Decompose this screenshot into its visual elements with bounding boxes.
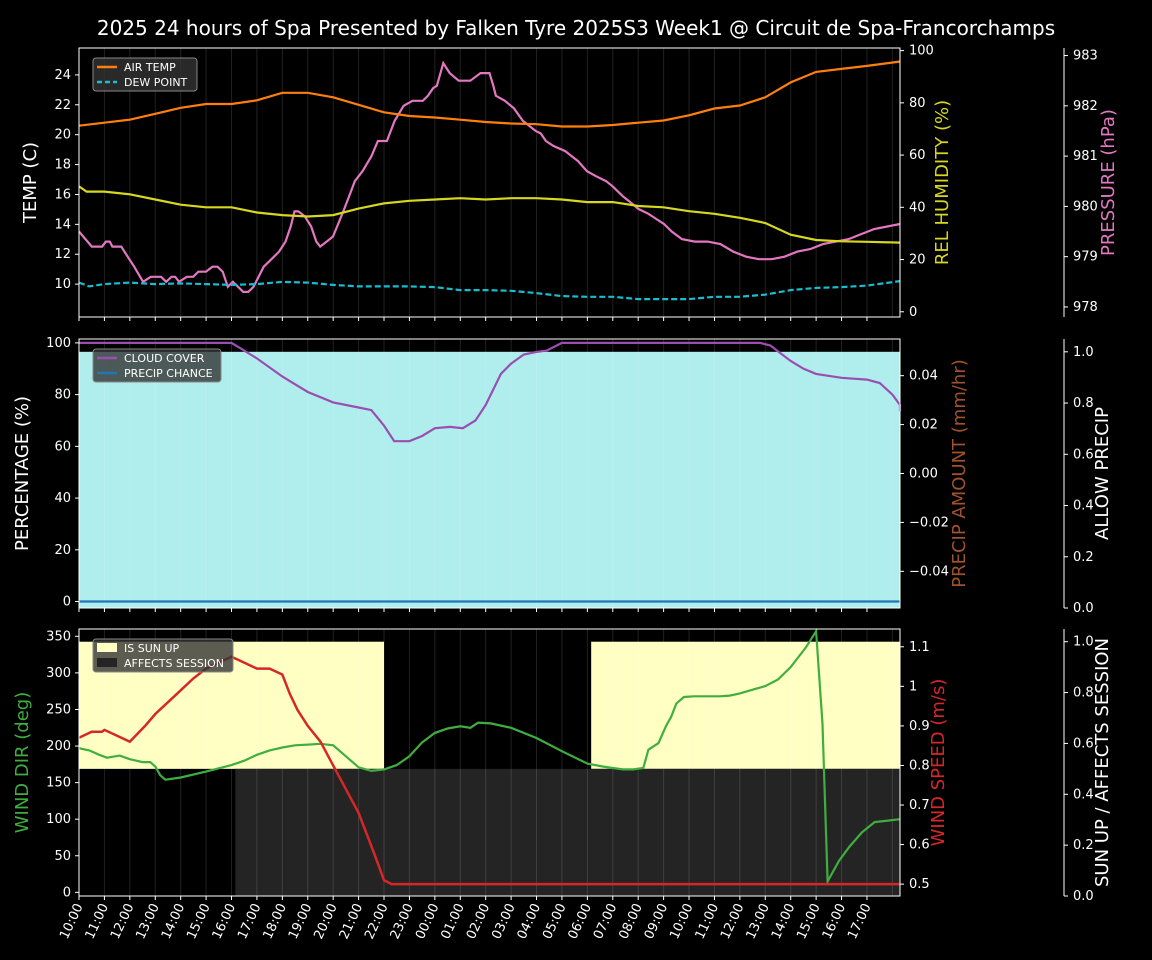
y-tick-label: 1.0 (1073, 635, 1094, 650)
y-tick-label: 0 (63, 595, 71, 610)
y-axis-label: WIND DIR (deg) (12, 692, 33, 834)
y-axis-label: PRESSURE (hPa) (1098, 109, 1119, 256)
wind-dir-line (78, 627, 901, 886)
legend-swatch (97, 643, 117, 652)
y-tick-label: 980 (1073, 199, 1098, 214)
legend-label: IS SUN UP (124, 642, 180, 655)
y-tick-label: 50 (54, 849, 71, 864)
wind-speed-line (78, 655, 900, 886)
y-tick-label: 0.00 (909, 467, 938, 482)
y-tick-label: 0.8 (1073, 686, 1094, 701)
y-tick-label: 250 (46, 702, 71, 717)
y-tick-label: 0.0 (1073, 889, 1094, 904)
x-tick-label: 17:00 (845, 901, 874, 941)
y-axis-label: SUN UP / AFFECTS SESSION (1092, 638, 1113, 887)
y-tick-label: 10 (54, 277, 71, 292)
y-tick-label: 0.6 (1073, 447, 1094, 462)
legend-label: CLOUD COVER (124, 352, 205, 365)
y-tick-label: 0 (909, 305, 917, 320)
y-tick-label: 14 (54, 217, 71, 232)
y-tick-label: 100 (46, 336, 71, 351)
y-tick-label: 100 (46, 812, 71, 827)
y-tick-label: 982 (1073, 99, 1098, 114)
y-tick-label: 20 (54, 543, 71, 558)
y-tick-label: 0.2 (1073, 550, 1094, 565)
y-tick-label: 150 (46, 776, 71, 791)
y-tick-label: 20 (54, 128, 71, 143)
panel-wind: 0 50 100 150 200 250 300 350 WIND DIR (deg) 0.5 0.… (12, 627, 1113, 942)
y-tick-label: 60 (909, 148, 926, 163)
y-tick-label: 981 (1073, 149, 1098, 164)
pressure-line (78, 60, 901, 293)
y-tick-label: −0.02 (909, 515, 949, 530)
cloud-cover-line (79, 341, 902, 443)
panel-frame (78, 47, 901, 318)
allow-precip-area (79, 351, 900, 608)
y-axis-label: REL HUMIDITY (%) (932, 100, 953, 265)
y-axis-label: WIND SPEED (m/s) (928, 679, 949, 847)
y-tick-label: −0.04 (909, 564, 949, 579)
legend-label: AIR TEMP (124, 61, 176, 74)
legend-label: PRECIP CHANCE (124, 367, 213, 380)
chart-title: 2025 24 hours of Spa Presented by Falken… (97, 16, 1055, 40)
y-tick-label: 100 (909, 44, 934, 59)
y-axis-label: ALLOW PRECIP (1092, 407, 1113, 540)
y-tick-label: 200 (46, 739, 71, 754)
y-tick-label: 16 (54, 187, 71, 202)
legend-box (92, 348, 222, 383)
y-axis-label: PRECIP AMOUNT (mm/hr) (949, 359, 970, 588)
y-tick-label: 80 (54, 388, 71, 403)
y-tick-label: 300 (46, 666, 71, 681)
y-tick-label: 0.04 (909, 369, 938, 384)
y-tick-label: 1 (909, 679, 917, 694)
legend-label: AFFECTS SESSION (124, 657, 224, 670)
y-tick-label: 0.5 (909, 877, 930, 892)
humidity-line (78, 185, 901, 244)
y-tick-label: 983 (1073, 49, 1098, 64)
affects-session-area (235, 768, 900, 896)
y-tick-label: 20 (909, 253, 926, 268)
y-tick-label: 12 (54, 247, 71, 262)
y-tick-label: 0.9 (909, 719, 930, 734)
y-tick-label: 0.4 (1073, 499, 1094, 514)
y-tick-label: 978 (1073, 300, 1098, 315)
air-temp-line (78, 60, 901, 128)
y-tick-label: 0.6 (909, 838, 930, 853)
y-tick-label: 979 (1073, 250, 1098, 265)
y-tick-label: 0.7 (909, 798, 930, 813)
y-tick-label: 60 (54, 439, 71, 454)
legend-swatch (97, 658, 117, 667)
panel-temperature: 10 12 14 16 18 20 22 24 TEMP (C) 0 20 40 60 80 100 REL … (20, 44, 1119, 321)
panel-frame (78, 628, 901, 897)
y-tick-label: 1.0 (1073, 345, 1094, 360)
y-tick-label: 40 (909, 200, 926, 215)
y-tick-label: 18 (54, 158, 71, 173)
y-tick-label: 1.1 (909, 640, 930, 655)
legend-box (92, 638, 234, 673)
y-tick-label: 0 (63, 885, 71, 900)
y-tick-label: 0.8 (1073, 396, 1094, 411)
legend-label: DEW POINT (124, 76, 188, 89)
y-tick-label: 80 (909, 96, 926, 111)
y-tick-label: 24 (54, 68, 71, 83)
y-tick-label: 0.0 (1073, 601, 1094, 616)
y-axis-label: PERCENTAGE (%) (12, 396, 33, 551)
y-tick-label: 0.6 (1073, 736, 1094, 751)
dew-point-line (78, 280, 901, 301)
y-tick-label: 0.4 (1073, 787, 1094, 802)
y-axis-label: TEMP (C) (20, 142, 41, 224)
y-tick-label: 0.8 (909, 758, 930, 773)
legend-box (92, 57, 198, 92)
y-tick-label: 0.02 (909, 418, 938, 433)
y-tick-label: 40 (54, 491, 71, 506)
y-tick-label: 22 (54, 98, 71, 113)
y-tick-label: 350 (46, 629, 71, 644)
sun-up-area (591, 641, 900, 769)
y-tick-label: 0.2 (1073, 838, 1094, 853)
